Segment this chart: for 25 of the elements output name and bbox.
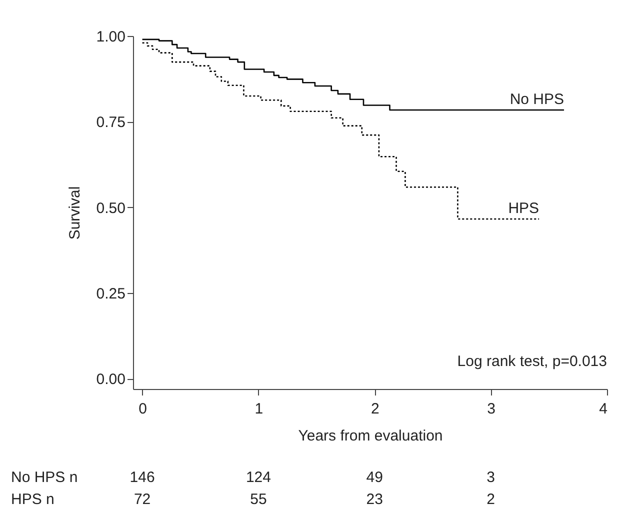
y-tick-label: 0.50 [96, 200, 126, 217]
text: 2 [486, 491, 495, 508]
text: HPS n [11, 491, 54, 508]
y-tick-label: 0.75 [96, 114, 126, 132]
text: 49 [366, 469, 383, 486]
x-tick-label: 4 [599, 400, 608, 418]
text: 55 [250, 491, 267, 508]
series-label: HPS [508, 200, 540, 218]
text: 124 [246, 469, 271, 486]
x-axis-title: Years from evaluation [298, 428, 443, 444]
text: 23 [366, 491, 383, 508]
annotation: Log rank test, p=0.013 [457, 353, 607, 370]
x-tick-label: 3 [487, 400, 496, 418]
text: 146 [130, 469, 155, 486]
text: No HPS n [11, 469, 78, 486]
series-label: No HPS [510, 91, 564, 108]
text: 3 [486, 469, 495, 486]
y-tick-label: 1.00 [96, 28, 126, 46]
x-tick-label: 2 [370, 400, 380, 418]
x-tick-label: 1 [254, 400, 264, 418]
y-tick-label: 0.00 [96, 371, 126, 388]
text: 72 [134, 491, 151, 508]
y-axis-title: Survival [66, 186, 84, 240]
y-tick-label: 0.25 [96, 286, 126, 303]
x-tick-label: 0 [138, 400, 147, 418]
